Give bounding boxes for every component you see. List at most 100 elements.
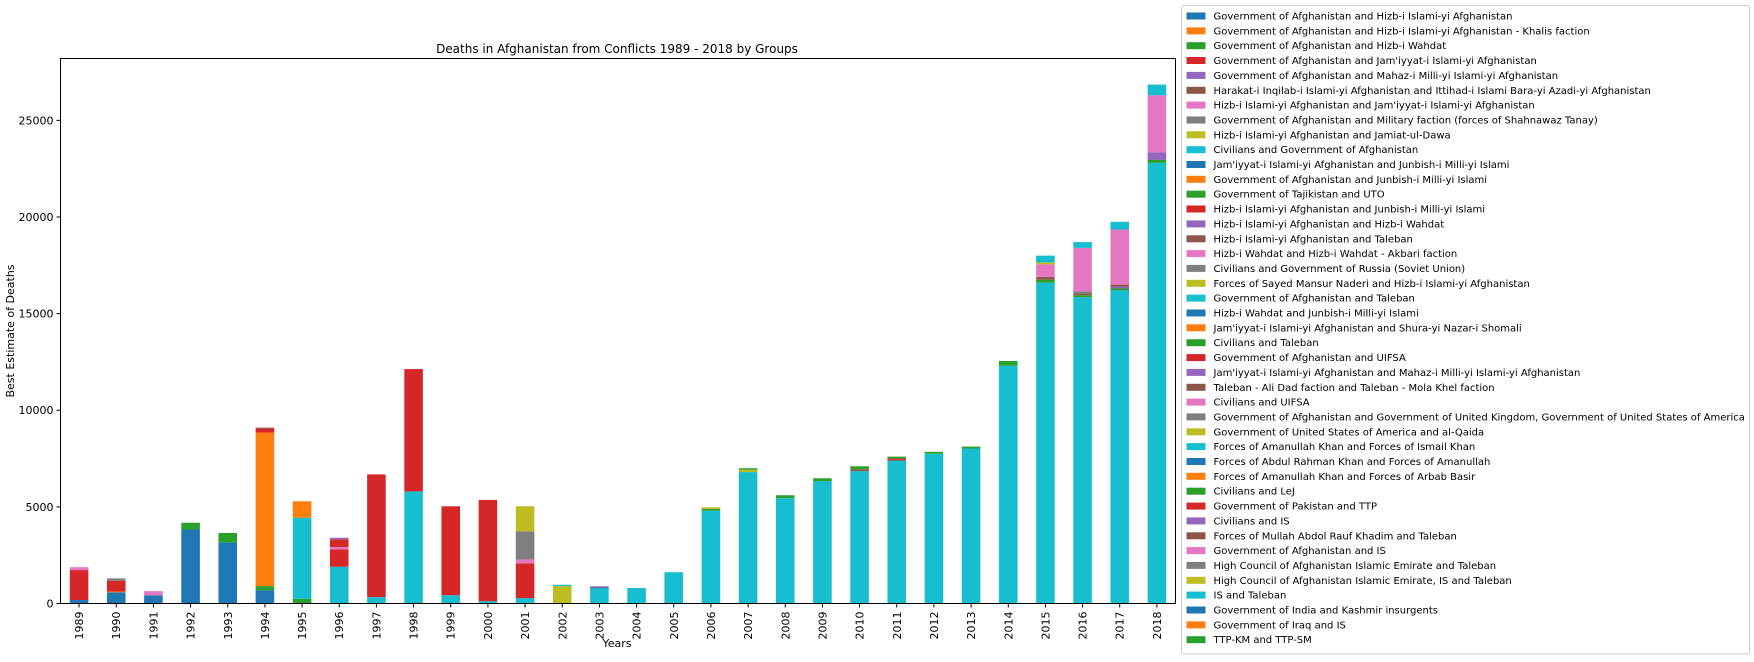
x-tick-label: 2002 xyxy=(556,612,569,640)
bar-segment xyxy=(701,510,721,604)
bar-segment xyxy=(961,446,981,449)
bar-segment xyxy=(218,542,238,604)
bar-segment xyxy=(924,451,944,454)
legend-label: Forces of Sayed Mansur Naderi and Hizb-i… xyxy=(1214,279,1530,290)
bar-segment xyxy=(1110,284,1130,287)
bar-segment xyxy=(738,468,758,470)
bar-segment xyxy=(329,549,349,567)
bar-segment xyxy=(255,586,275,591)
legend-label: Government of Afghanistan and Hizb-i Isl… xyxy=(1214,26,1590,37)
bar-segment xyxy=(1147,152,1167,160)
x-tick-label: 2000 xyxy=(482,612,495,640)
legend-swatch xyxy=(1186,116,1206,124)
bar-segment xyxy=(1110,221,1130,230)
bar-segment xyxy=(552,584,572,587)
legend-swatch xyxy=(1186,190,1206,198)
bar-segment xyxy=(106,580,126,592)
bar-segment xyxy=(1147,162,1167,604)
legend-swatch xyxy=(1186,398,1206,406)
legend-swatch xyxy=(1186,57,1206,64)
bar-segment xyxy=(1073,247,1092,292)
legend-swatch xyxy=(1186,12,1206,20)
x-tick-label: 1994 xyxy=(259,612,272,640)
bar-segment xyxy=(552,586,572,604)
bar-segment xyxy=(701,507,721,509)
bar-segment xyxy=(255,432,275,587)
legend-swatch xyxy=(1186,532,1206,540)
bar-segment xyxy=(69,600,89,604)
bar-segment xyxy=(69,570,89,601)
bar-segment xyxy=(627,588,646,604)
bar-segment xyxy=(1147,159,1167,163)
legend-swatch xyxy=(1186,324,1206,332)
bar-segment xyxy=(850,471,869,604)
plot-frame xyxy=(60,58,1176,604)
bar-segment xyxy=(590,587,609,589)
legend-label: Hizb-i Islami-yi Afghanistan and Taleban xyxy=(1214,234,1413,245)
legend-swatch xyxy=(1186,42,1206,50)
bar-segment xyxy=(850,466,869,470)
bar-segment xyxy=(590,588,609,604)
legend-label: Forces of Amanullah Khan and Forces of I… xyxy=(1214,442,1476,453)
y-tick-label: 25000 xyxy=(19,114,54,127)
bar-segment xyxy=(1073,291,1092,294)
legend-swatch xyxy=(1186,576,1206,584)
bar-segment xyxy=(1110,286,1130,289)
legend-label: Forces of Mullah Abdol Rauf Khadim and T… xyxy=(1214,531,1457,542)
bar-segment xyxy=(144,591,163,596)
x-tick-label: 1992 xyxy=(185,612,198,640)
x-tick-label: 1997 xyxy=(370,612,383,640)
bar-segment xyxy=(887,458,907,460)
bars-layer xyxy=(69,84,1167,604)
legend-label: Taleban - Ali Dad faction and Taleban - … xyxy=(1213,383,1495,394)
legend-swatch xyxy=(1186,131,1206,139)
bar-segment xyxy=(255,427,275,429)
y-axis: 0 5000 10000 15000 20000 25000 xyxy=(19,114,61,611)
legend-label: High Council of Afghanistan Islamic Emir… xyxy=(1214,561,1497,572)
legend-swatch xyxy=(1186,205,1206,213)
bar-segment xyxy=(329,566,349,604)
legend-label: Government of Pakistan and TTP xyxy=(1214,502,1377,513)
legend-swatch xyxy=(1186,309,1206,317)
legend-swatch xyxy=(1186,220,1206,228)
bar-segment xyxy=(1036,255,1055,263)
legend-label: Jam'iyyat-i Islami-yi Afghanistan and Ma… xyxy=(1213,368,1581,379)
legend-swatch xyxy=(1186,636,1206,644)
legend-box xyxy=(1181,5,1750,655)
legend-swatch xyxy=(1186,458,1206,465)
bar-segment xyxy=(255,428,275,433)
bar-segment xyxy=(255,590,275,604)
legend-swatch xyxy=(1186,235,1206,243)
bar-segment xyxy=(775,498,795,604)
bar-segment xyxy=(441,595,461,604)
bar-segment xyxy=(924,453,944,604)
y-tick-label: 15000 xyxy=(19,308,54,321)
bar-segment xyxy=(887,460,907,604)
legend-label: Government of Afghanistan and Government… xyxy=(1214,412,1745,423)
bar-segment xyxy=(404,369,423,492)
x-tick-label: 1989 xyxy=(73,612,86,640)
legend-label: Hizb-i Islami-yi Afghanistan and Jamiat-… xyxy=(1214,130,1451,141)
legend-swatch xyxy=(1186,250,1206,258)
bar-segment xyxy=(441,506,461,596)
bar-segment xyxy=(1147,95,1167,153)
legend-swatch xyxy=(1186,86,1206,94)
legend-label: Government of Afghanistan and Hizb-i Wah… xyxy=(1214,41,1447,52)
chart-title: Deaths in Afghanistan from Conflicts 198… xyxy=(436,42,798,56)
legend-label: Civilians and Government of Afghanistan xyxy=(1214,145,1419,156)
bar-segment xyxy=(106,578,126,581)
x-tick-label: 1999 xyxy=(445,612,458,640)
bar-segment xyxy=(1110,229,1130,285)
bar-segment xyxy=(404,491,423,604)
legend-label: Hizb-i Wahdat and Hizb-i Wahdat - Akbari… xyxy=(1214,249,1458,260)
legend-label: Jam'iyyat-i Islami-yi Afghanistan and Sh… xyxy=(1213,323,1522,334)
bar-segment xyxy=(1147,84,1167,96)
bar-segment xyxy=(1073,242,1092,248)
bar-segment xyxy=(367,597,386,604)
legend-label: Civilians and UIFSA xyxy=(1214,398,1310,409)
legend-swatch xyxy=(1186,368,1206,376)
legend-label: Government of India and Kashmir insurgen… xyxy=(1214,606,1439,617)
bar-segment xyxy=(813,478,832,482)
bar-segment xyxy=(329,547,349,550)
